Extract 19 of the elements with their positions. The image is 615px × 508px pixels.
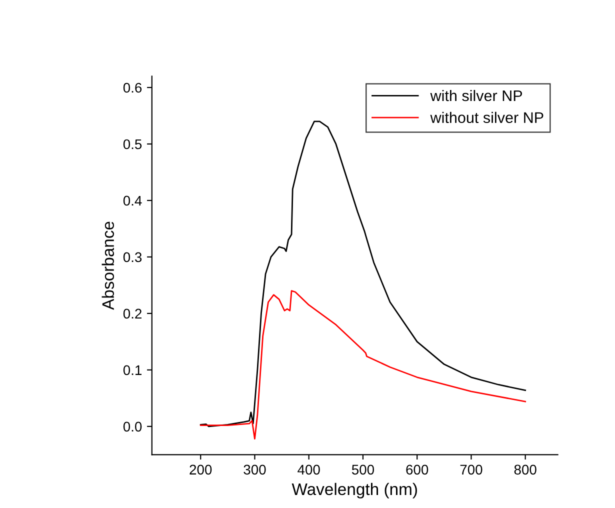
legend-label: with silver NP — [430, 90, 522, 102]
line-series — [200, 290, 526, 440]
x-tick-label: 700 — [460, 464, 482, 475]
x-tick-label: 300 — [244, 464, 266, 475]
legend-label: without silver NP — [430, 112, 544, 124]
x-axis-title: Wavelength (nm) — [292, 482, 417, 498]
x-tick-label: 500 — [352, 464, 374, 475]
x-tick-label: 800 — [514, 464, 536, 475]
y-tick-label: 0.5 — [123, 139, 142, 150]
y-tick-label: 0.0 — [123, 422, 142, 432]
x-tick-label: 400 — [298, 464, 320, 475]
x-tick-label: 200 — [190, 464, 212, 475]
y-tick-label: 0.3 — [123, 252, 142, 262]
y-tick-label: 0.6 — [123, 82, 142, 93]
y-tick-label: 0.1 — [123, 365, 142, 376]
y-tick-label: 0.2 — [123, 308, 142, 319]
y-axis-title: Absorbance — [102, 222, 114, 310]
x-tick-label: 600 — [406, 464, 428, 475]
y-tick-label: 0.4 — [123, 196, 142, 206]
